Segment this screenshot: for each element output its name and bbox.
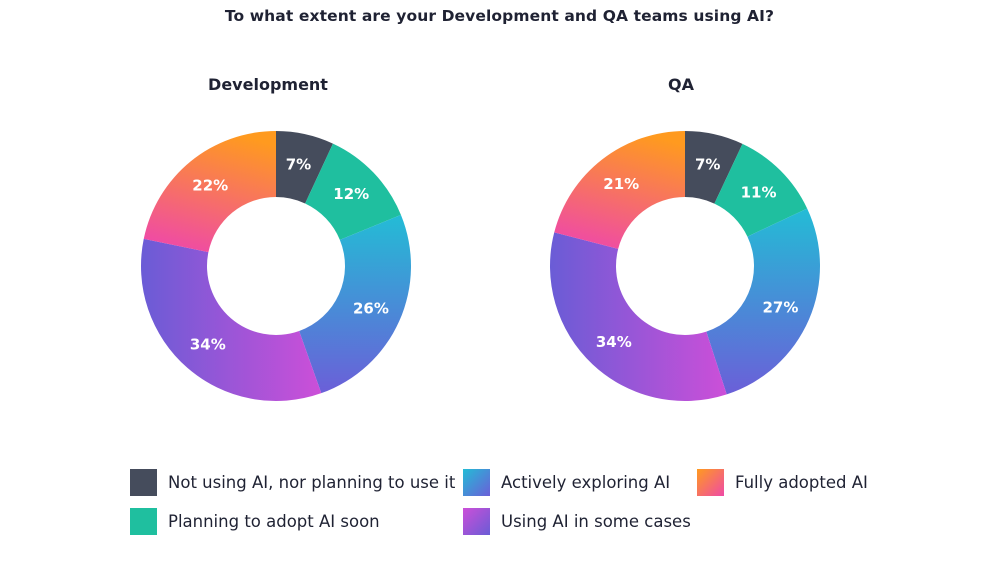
- donut-slice-some_cases: [550, 232, 727, 401]
- slice-label: 7%: [286, 155, 311, 173]
- donut-slice-exploring: [706, 208, 820, 395]
- slice-label: 7%: [695, 156, 720, 174]
- legend-label: Fully adopted AI: [735, 472, 868, 492]
- legend-swatch: [463, 507, 490, 535]
- donut-title: Development: [208, 75, 328, 94]
- donut-slice-exploring: [299, 214, 411, 394]
- slice-label: 22%: [192, 176, 228, 194]
- slice-label: 12%: [333, 185, 369, 203]
- donut-slice-fully: [143, 131, 276, 253]
- donut-slice-not_using: [276, 131, 333, 204]
- slice-label: 27%: [762, 298, 798, 316]
- legend: Not using AI, nor planning to use it Acti…: [130, 468, 890, 548]
- legend-item-planning: Planning to adopt AI soon: [130, 507, 380, 535]
- slice-label: 21%: [603, 175, 639, 193]
- chart-title: To what extent are your Development and …: [224, 7, 775, 25]
- legend-label: Using AI in some cases: [501, 511, 691, 531]
- slice-label: 26%: [353, 299, 389, 317]
- legend-item-fully: Fully adopted AI: [697, 468, 868, 496]
- legend-swatch: [130, 507, 157, 535]
- donut-title: QA: [668, 75, 695, 94]
- donut-slice-not_using: [685, 131, 743, 204]
- legend-swatch: [463, 468, 490, 496]
- legend-item-some_cases: Using AI in some cases: [463, 507, 691, 535]
- legend-swatch: [697, 468, 724, 496]
- legend-label: Planning to adopt AI soon: [168, 511, 380, 531]
- slice-label: 34%: [596, 333, 632, 351]
- donut-chart-qa: QA 7% 11% 27% 34% 21%: [550, 75, 820, 401]
- legend-item-not_using: Not using AI, nor planning to use it: [130, 468, 455, 496]
- legend-swatch: [130, 468, 157, 496]
- legend-label: Not using AI, nor planning to use it: [168, 472, 456, 492]
- legend-label: Actively exploring AI: [501, 472, 671, 492]
- donut-slice-planning: [714, 143, 808, 237]
- donut-slice-fully: [554, 131, 685, 249]
- slice-label: 34%: [190, 336, 226, 354]
- slice-label: 11%: [741, 183, 777, 201]
- donut-chart-development: Development 7% 12% 26% 34% 22%: [141, 75, 411, 401]
- donut-slice-planning: [305, 143, 401, 240]
- donut-slice-some_cases: [141, 238, 322, 401]
- legend-item-exploring: Actively exploring AI: [463, 468, 670, 496]
